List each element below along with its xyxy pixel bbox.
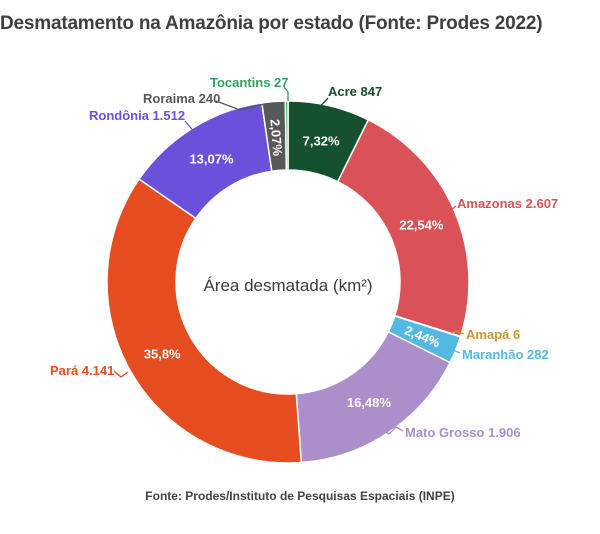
- chart-title: Desmatamento na Amazônia por estado (Fon…: [0, 13, 543, 34]
- slice-label-acre: Acre 847: [328, 84, 383, 99]
- percent-label-roraima: 2,07%: [267, 119, 285, 157]
- leader-line-para: [113, 370, 129, 378]
- leader-line-tocantins: [283, 86, 289, 101]
- center-label: Área desmatada (km²): [203, 276, 373, 295]
- source-caption: Fonte: Prodes/Instituto de Pesquisas Esp…: [145, 489, 455, 503]
- percent-label-para: 35,8%: [144, 347, 181, 362]
- slice-amazonas[interactable]: [336, 118, 470, 338]
- leader-line-acre: [315, 97, 329, 112]
- slice-label-para: Pará 4.141: [50, 363, 115, 378]
- slice-para[interactable]: [106, 178, 303, 464]
- percent-label-mato-grosso: 16,48%: [347, 395, 392, 410]
- percent-label-amazonas: 22,54%: [399, 218, 444, 233]
- percent-label-acre: 7,32%: [303, 133, 340, 148]
- slice-label-rondonia: Rondônia 1.512: [89, 108, 186, 123]
- leader-line-mato-grosso: [382, 426, 404, 435]
- slice-label-roraima: Roraima 240: [143, 91, 221, 106]
- slice-label-maranhao: Maranhão 282: [462, 347, 549, 362]
- slice-label-amazonas: Amazonas 2.607: [457, 196, 559, 211]
- percent-label-rondonia: 13,07%: [189, 151, 234, 166]
- leader-line-amazonas: [445, 205, 457, 215]
- leader-line-maranhao: [446, 341, 461, 354]
- slice-label-amapa: Amapá 6: [466, 327, 521, 342]
- slice-label-mato-grosso: Mato Grosso 1.906: [405, 425, 521, 440]
- slice-label-tocantins: Tocantins 27: [210, 75, 289, 90]
- leader-line-roraima: [215, 100, 266, 111]
- leader-line-rondonia: [184, 120, 196, 134]
- slice-tocantins[interactable]: [284, 100, 289, 171]
